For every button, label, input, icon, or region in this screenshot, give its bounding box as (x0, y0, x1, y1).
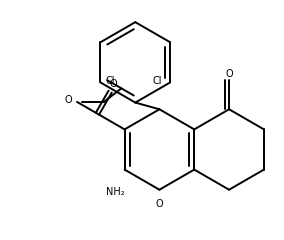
Text: O: O (65, 95, 72, 105)
Text: Cl: Cl (153, 76, 162, 86)
Text: O: O (225, 69, 233, 79)
Text: Cl: Cl (106, 76, 115, 86)
Text: O: O (109, 78, 117, 89)
Text: NH₂: NH₂ (106, 187, 125, 197)
Text: O: O (156, 199, 163, 209)
